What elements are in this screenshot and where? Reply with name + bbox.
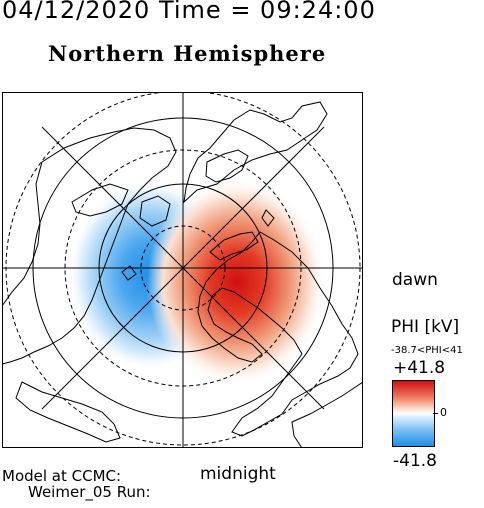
hemisphere-title: Northern Hemisphere — [48, 41, 327, 66]
polar-map — [2, 92, 363, 448]
model-label: Model at CCMC: — [2, 467, 122, 485]
colorbar-title: PHI [kV] — [391, 317, 460, 337]
colorbar-zero-label: 0 — [440, 406, 447, 419]
map-frame — [2, 92, 363, 448]
colorbar-zero-tick — [433, 413, 438, 414]
dawn-label: dawn — [392, 270, 438, 290]
timestamp-title: 04/12/2020 Time = 09:24:00 — [2, 0, 376, 24]
run-label: Weimer_05 Run: — [28, 483, 151, 501]
colorbar-min-label: -41.8 — [393, 451, 437, 471]
midnight-label: midnight — [200, 464, 276, 484]
colorbar — [392, 380, 435, 447]
positive-potential-cell — [147, 178, 327, 386]
colorbar-max-label: +41.8 — [393, 358, 446, 378]
colorbar-range-text: -38.7<PHI<41 — [391, 345, 463, 356]
coastlines — [2, 101, 363, 448]
meridian-lines — [2, 92, 363, 448]
